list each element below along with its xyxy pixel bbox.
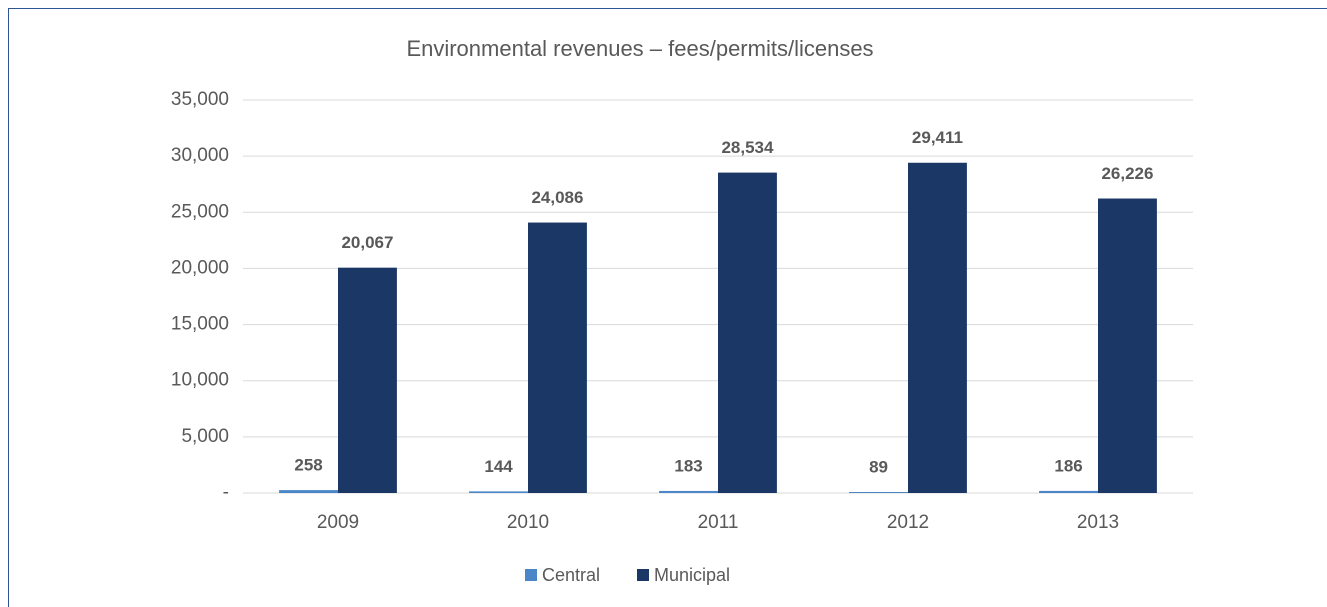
y-tick-label: 20,000	[171, 257, 229, 278]
legend-label: Central	[542, 565, 600, 585]
x-tick-label: 2009	[317, 512, 359, 533]
bar	[718, 172, 777, 493]
legend-swatch	[637, 569, 649, 581]
data-label: 258	[294, 456, 322, 475]
data-label: 20,067	[341, 233, 393, 252]
bar	[528, 222, 587, 493]
bar	[849, 492, 908, 493]
y-tick-label: 10,000	[171, 370, 229, 391]
data-label: 186	[1054, 456, 1082, 475]
y-tick-label: -	[223, 482, 229, 503]
data-label: 89	[869, 457, 888, 476]
chart-title: Environmental revenues – fees/permits/li…	[406, 36, 873, 61]
data-label: 24,086	[531, 188, 583, 207]
bar	[1098, 198, 1157, 494]
legend-swatch	[525, 569, 537, 581]
bar	[1039, 490, 1098, 493]
data-label: 29,411	[912, 128, 963, 147]
bar	[338, 267, 397, 493]
bar	[469, 491, 528, 493]
x-tick-label: 2011	[698, 512, 739, 533]
y-tick-label: 35,000	[171, 89, 229, 110]
x-tick-label: 2012	[887, 512, 929, 533]
bar	[659, 490, 718, 493]
y-tick-label: 25,000	[171, 201, 229, 222]
y-tick-label: 30,000	[171, 145, 229, 166]
chart-frame	[8, 8, 1327, 607]
y-tick-label: 15,000	[171, 314, 229, 335]
bar	[908, 162, 967, 494]
data-label: 28,534	[721, 138, 774, 157]
x-tick-label: 2010	[507, 512, 549, 533]
data-label: 26,226	[1101, 164, 1153, 183]
data-label: 183	[674, 456, 702, 475]
legend-label: Municipal	[654, 565, 730, 585]
x-tick-label: 2013	[1077, 512, 1119, 533]
y-tick-label: 5,000	[181, 426, 229, 447]
bar	[279, 490, 338, 493]
data-label: 144	[484, 457, 513, 476]
